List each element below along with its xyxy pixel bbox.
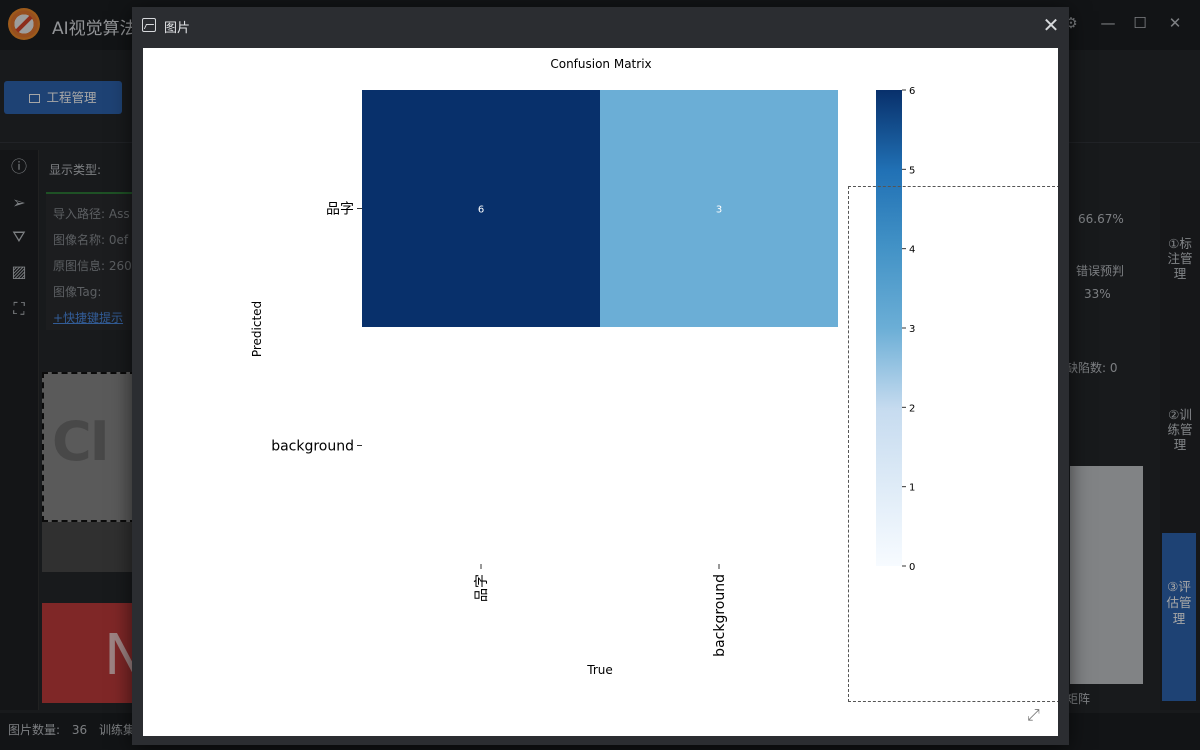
close-button[interactable]: ✕ [1039, 13, 1063, 37]
image-count: 36 [71, 723, 88, 737]
tab-annotation-management[interactable]: ①标注管理 [1167, 236, 1193, 281]
cell-value-label: 3 [716, 205, 722, 216]
project-icon [29, 94, 41, 103]
colorbar-tick-label: 3 [909, 324, 915, 335]
image-canvas[interactable]: 6 3 Confusion Matrix 品字 background 品字 backgrou… [143, 48, 1058, 736]
maximize-icon[interactable]: ☐ [1133, 14, 1147, 32]
colorbar-tick-label: 5 [909, 165, 915, 176]
tab-evaluation-management[interactable]: ③评估管理 [1162, 533, 1196, 701]
app-title: AI视觉算法 [52, 19, 137, 39]
x-tick-label: 品字 [474, 574, 490, 602]
tab-training-management[interactable]: ②训练管理 [1167, 407, 1193, 452]
import-path: 导入路径: Ass [53, 207, 130, 221]
selection-rectangle[interactable] [848, 186, 1058, 702]
y-tick-label: 品字 [326, 202, 354, 218]
colorbar-tick-label: 1 [909, 483, 915, 494]
app-logo [8, 8, 40, 40]
panel-footer-text: 矩阵 [1066, 692, 1091, 706]
dialog-header: 图片 ✕ [132, 7, 1069, 43]
colorbar-tick-label: 0 [909, 562, 915, 573]
chart-thumbnail[interactable] [1070, 466, 1143, 684]
window-close-icon[interactable]: ✕ [1168, 14, 1182, 32]
origin-info: 原图信息: 260 [53, 259, 132, 273]
colorbar-tick-label: 4 [909, 245, 915, 256]
cell-value-label: 6 [478, 205, 484, 216]
accuracy-percent: 66.67% [1078, 212, 1124, 226]
tab-project-label: 工程管理 [46, 90, 97, 105]
dialog-title: 图片 [164, 21, 191, 36]
thumbnail-text: CI [52, 410, 110, 473]
thumbnail-strip [42, 522, 136, 572]
polygon-icon[interactable]: ⛛ [12, 227, 26, 246]
defect-count: 缺陷数: 0 [1066, 361, 1118, 375]
y-axis-label: Predicted [250, 301, 264, 357]
image-info-panel: 导入路径: Ass 图像名称: 0ef 原图信息: 260 图像Tag: +快捷… [46, 192, 136, 330]
colorbar-tick-label: 2 [909, 403, 915, 414]
image-tag: 图像Tag: [53, 285, 102, 299]
tab-project-management[interactable]: 工程管理 [4, 81, 122, 114]
heatmap-cell [600, 327, 838, 564]
info-icon[interactable]: ⓘ [10, 157, 27, 176]
image-thumbnail[interactable]: CI [42, 372, 136, 522]
expand-icon[interactable]: ⤢ [1027, 705, 1040, 724]
x-tick-label: background [712, 574, 728, 657]
y-tick-label: background [271, 439, 354, 455]
hatch-icon[interactable]: ▨ [11, 262, 27, 281]
pointer-icon[interactable]: ➢ [12, 193, 26, 212]
image-name: 图像名称: 0ef [53, 233, 129, 247]
confusion-matrix-chart: 6 3 Confusion Matrix 品字 background 品字 backgrou… [250, 57, 915, 677]
train-set-label: 训练集 [98, 723, 135, 737]
left-tool-rail: ⓘ ➢ ⛛ ▨ ⛶ [0, 150, 39, 710]
image-count-label: 图片数量: [8, 723, 61, 737]
shortcut-hint-link[interactable]: +快捷键提示 [53, 311, 124, 325]
wrong-prediction-percent: 33% [1084, 287, 1111, 301]
image-viewer-dialog: 图片 ✕ 6 3 Confusion Matrix 品字 background 品字 bac… [132, 7, 1069, 745]
close-icon: ✕ [1042, 13, 1060, 37]
crop-icon[interactable]: ⛶ [13, 299, 25, 318]
chart-title: Confusion Matrix [550, 57, 651, 71]
heatmap-cell [362, 90, 600, 327]
heatmap-cell [362, 327, 600, 564]
minimize-icon[interactable]: — [1100, 14, 1116, 32]
colorbar-tick-label: 6 [909, 86, 915, 97]
image-icon [142, 18, 156, 32]
x-axis-label: True [586, 663, 613, 677]
tab-evaluation-label: ③评估管理 [1166, 579, 1192, 626]
heatmap-cell [600, 90, 838, 327]
wrong-prediction-label: 错误预判 [1076, 264, 1125, 278]
display-type-label: 显示类型: [49, 163, 102, 177]
colorbar [876, 90, 902, 566]
